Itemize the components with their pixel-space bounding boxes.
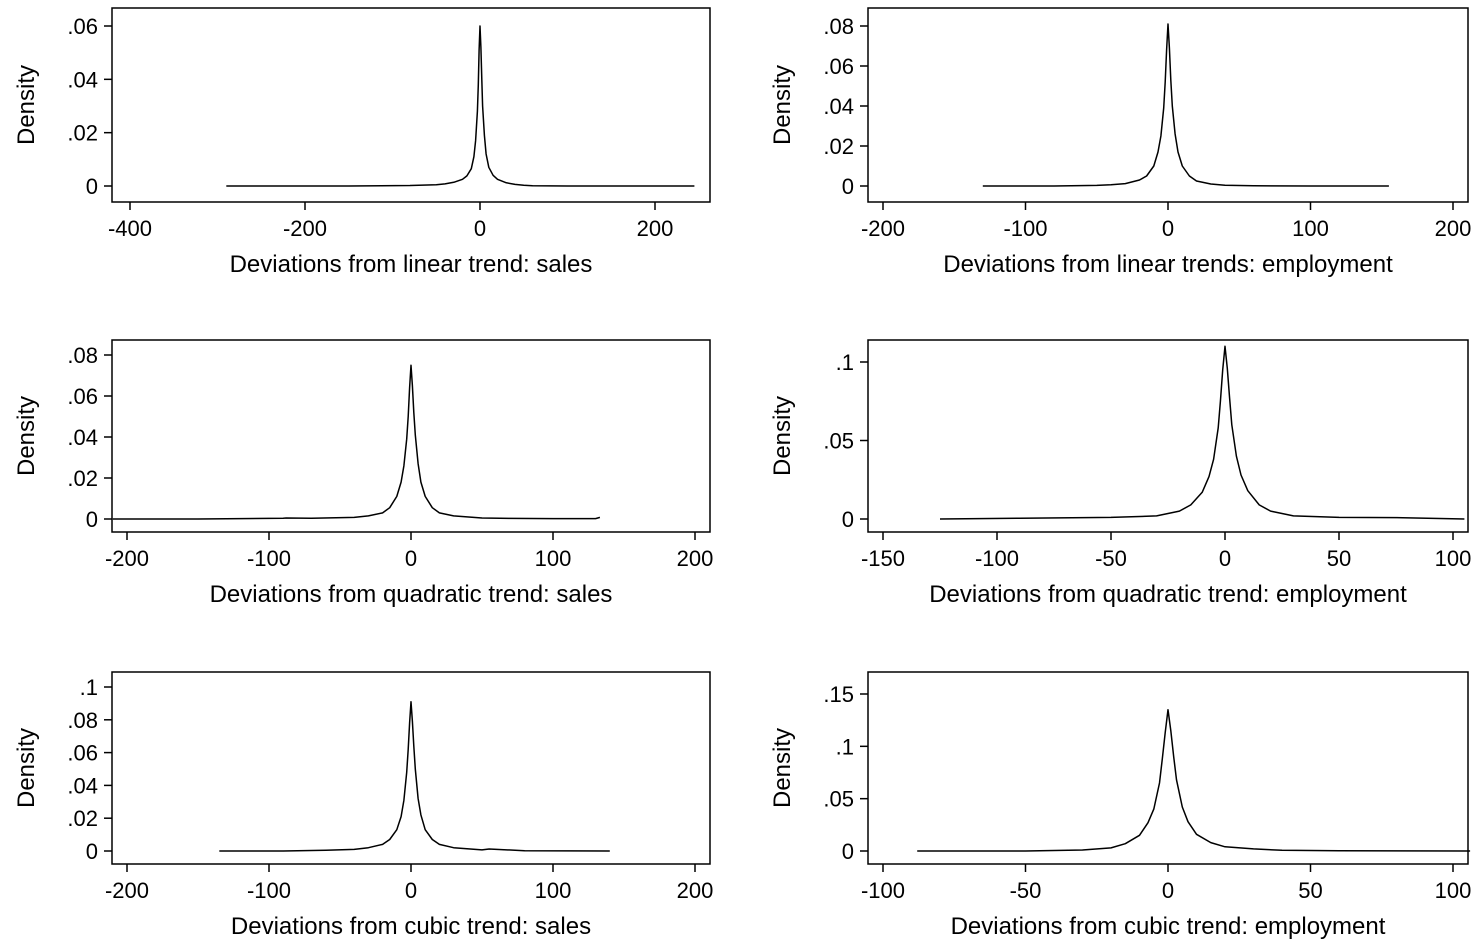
x-tick-label: 200 xyxy=(1435,216,1472,241)
x-tick-label: -100 xyxy=(247,546,291,571)
y-tick-label: 0 xyxy=(842,507,854,532)
y-tick-label: .08 xyxy=(67,343,98,368)
x-tick-label: 0 xyxy=(474,216,486,241)
y-axis-label: Density xyxy=(769,396,796,476)
y-tick-label: .06 xyxy=(67,14,98,39)
y-tick-label: .08 xyxy=(823,14,854,39)
x-tick-label: -100 xyxy=(1003,216,1047,241)
y-tick-label: .06 xyxy=(67,384,98,409)
chart-panel-4: 0 .05 .1 -150 -100 -50 0 50 100 Deviations from q… xyxy=(769,339,1472,608)
density-line xyxy=(226,25,695,187)
x-axis-label: Deviations from quadratic trend: employm… xyxy=(929,581,1407,608)
y-tick-label: .05 xyxy=(823,429,854,454)
x-tick-label: 200 xyxy=(637,216,674,241)
y-tick-label: 0 xyxy=(86,174,98,199)
y-tick-label: .1 xyxy=(836,350,854,375)
y-tick-label: .06 xyxy=(67,741,98,766)
x-tick-label: 0 xyxy=(405,546,417,571)
y-tick-label: .02 xyxy=(823,134,854,159)
y-tick-label: .06 xyxy=(823,54,854,79)
density-line xyxy=(112,364,601,520)
y-axis-label: Density xyxy=(13,728,40,808)
x-tick-label: -100 xyxy=(247,878,291,903)
y-tick-label: 0 xyxy=(86,507,98,532)
y-tick-label: .15 xyxy=(823,682,854,707)
chart-panel-5: 0 .02 .04 .06 .08 .1 -200 -100 0 100 200 Deviations… xyxy=(13,671,714,940)
x-axis-label: Deviations from linear trends: employmen… xyxy=(943,251,1393,278)
chart-panel-6: 0 .05 .1 .15 -100 -50 0 50 100 Deviations from cu… xyxy=(769,671,1472,940)
y-tick-label: 0 xyxy=(86,839,98,864)
y-tick-label: 0 xyxy=(842,839,854,864)
y-tick-label: .02 xyxy=(67,806,98,831)
x-axis-label: Deviations from quadratic trend: sales xyxy=(210,581,613,608)
y-tick-label: .04 xyxy=(67,67,98,92)
plot-frame xyxy=(111,671,711,865)
density-line xyxy=(219,701,610,852)
x-tick-label: -200 xyxy=(283,216,327,241)
y-tick-label: .02 xyxy=(67,466,98,491)
x-tick-label: 0 xyxy=(1162,878,1174,903)
x-axis-label: Deviations from cubic trend: employment xyxy=(951,913,1386,940)
y-axis-label: Density xyxy=(769,728,796,808)
x-tick-label: 0 xyxy=(1219,546,1231,571)
x-tick-label: 50 xyxy=(1298,878,1322,903)
y-tick-label: .02 xyxy=(67,121,98,146)
y-tick-label: .04 xyxy=(67,773,98,798)
y-tick-label: .08 xyxy=(67,708,98,733)
x-axis-label: Deviations from linear trend: sales xyxy=(230,251,593,278)
x-tick-label: 50 xyxy=(1327,546,1351,571)
x-axis-label: Deviations from cubic trend: sales xyxy=(231,913,591,940)
x-tick-label: 100 xyxy=(1435,878,1472,903)
x-tick-label: -50 xyxy=(1010,878,1042,903)
x-tick-label: -400 xyxy=(108,216,152,241)
x-tick-label: -50 xyxy=(1095,546,1127,571)
x-tick-label: -100 xyxy=(975,546,1019,571)
y-tick-label: .04 xyxy=(67,425,98,450)
density-line xyxy=(939,345,1465,520)
x-tick-label: -200 xyxy=(861,216,905,241)
plot-frame xyxy=(867,671,1469,865)
x-tick-label: 100 xyxy=(1435,546,1472,571)
plot-frame xyxy=(867,339,1469,533)
y-axis-label: Density xyxy=(13,396,40,476)
y-tick-label: .1 xyxy=(80,675,98,700)
x-tick-label: -200 xyxy=(105,546,149,571)
x-tick-label: 0 xyxy=(405,878,417,903)
x-tick-label: -100 xyxy=(861,878,905,903)
chart-panel-3: 0 .02 .04 .06 .08 -200 -100 0 100 200 Deviations f… xyxy=(13,339,714,608)
plot-frame xyxy=(111,7,711,203)
y-axis-label: Density xyxy=(13,65,40,145)
y-axis-label: Density xyxy=(769,65,796,145)
x-tick-label: -150 xyxy=(861,546,905,571)
y-tick-label: .1 xyxy=(836,734,854,759)
x-tick-label: 100 xyxy=(1292,216,1329,241)
x-tick-label: 0 xyxy=(1162,216,1174,241)
chart-panel-1: 0 .02 .04 .06 -400 -200 0 200 Deviations from li… xyxy=(13,7,711,278)
density-line xyxy=(917,708,1471,852)
x-tick-label: 200 xyxy=(677,878,714,903)
chart-panel-2: 0 .02 .04 .06 .08 -200 -100 0 100 200 Deviations f… xyxy=(769,7,1472,278)
x-tick-label: 200 xyxy=(677,546,714,571)
x-tick-label: -200 xyxy=(105,878,149,903)
density-line xyxy=(982,23,1389,187)
y-tick-label: .04 xyxy=(823,94,854,119)
y-tick-label: 0 xyxy=(842,174,854,199)
x-tick-label: 100 xyxy=(535,878,572,903)
y-tick-label: .05 xyxy=(823,787,854,812)
x-tick-label: 100 xyxy=(535,546,572,571)
